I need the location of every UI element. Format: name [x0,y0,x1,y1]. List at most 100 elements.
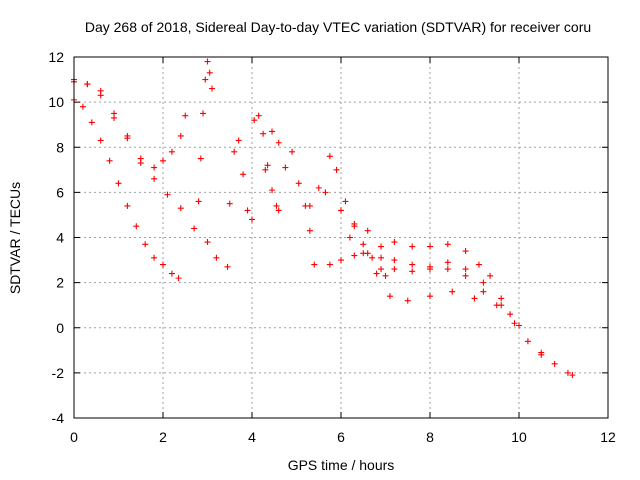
series-track-f [262,128,318,268]
x-tick-label: 6 [337,429,345,445]
data-point [351,252,358,259]
data-point [378,254,385,261]
data-point [88,119,95,126]
data-point [115,180,122,187]
data-point [191,225,198,232]
data-point [251,117,258,124]
data-point [516,322,522,329]
series-track-h [326,239,494,279]
plot-frame [73,56,609,419]
series-track-c [71,76,189,171]
data-point [235,137,242,144]
data-point [177,205,184,212]
data-point [322,189,329,196]
y-tick-label: 12 [48,49,64,65]
data-point [351,220,358,227]
data-point [409,243,416,250]
data-point [404,297,411,304]
data-point [333,166,340,173]
data-point [326,261,333,268]
data-point [177,132,184,139]
y-tick-label: 4 [56,230,64,246]
x-tick-label: 12 [600,429,616,445]
data-point [538,351,545,358]
data-point [444,259,451,266]
data-point [360,241,367,248]
y-tick-label: 10 [48,94,64,110]
data-point [204,239,211,246]
series-track-a [71,96,182,282]
data-point [480,288,487,295]
data-point [409,261,416,268]
data-point [306,227,313,234]
data-point [249,216,255,223]
data-point [202,76,209,83]
data-point [315,184,322,191]
data-point [444,241,451,248]
x-tick-label: 10 [511,429,527,445]
data-point [364,227,371,234]
data-point [200,110,207,117]
data-point [106,157,113,164]
y-tick-labels: -4 -2 0 2 4 6 8 10 12 [48,49,64,426]
data-point [255,112,262,119]
data-point [493,302,500,309]
data-point [369,254,376,261]
data-point [346,234,353,241]
data-point [507,311,514,318]
data-point [427,293,433,300]
data-point [264,162,271,169]
data-point [84,81,91,88]
data-point [511,320,518,327]
data-point [208,85,215,92]
data-point [197,155,204,162]
data-point [175,275,182,282]
series-track-d [195,58,215,205]
series-track-g [306,153,389,279]
data-point [311,261,318,268]
data-point [160,261,166,268]
data-point [569,372,576,379]
data-point [168,148,175,155]
data-point [168,270,175,277]
data-point [462,266,469,273]
data-point [204,58,211,65]
data-point [409,268,416,275]
data-point [487,272,494,279]
data-point [391,257,398,264]
chart-title: Day 268 of 2018, Sidereal Day-to-day VTE… [85,19,591,35]
data-point [360,250,367,257]
data-point [262,166,269,173]
data-point [386,293,393,300]
data-point [326,153,333,160]
data-point [226,200,233,207]
data-point [338,207,344,214]
data-point [231,148,238,155]
series-track-j [346,234,576,379]
x-tick-label: 8 [426,429,434,445]
y-tick-label: -4 [52,410,65,426]
series-track-i [338,207,514,318]
data-point [475,261,482,268]
data-point [373,270,380,277]
data-point [275,139,282,146]
data-points [71,58,576,379]
data-point [182,112,189,119]
data-point [111,110,118,117]
data-point [224,263,231,270]
data-point [124,202,131,209]
data-point [195,198,202,205]
data-point [97,87,104,94]
data-point [97,137,104,144]
data-point [427,266,433,273]
data-point [213,254,220,261]
data-point [427,243,433,250]
y-tick-label: 2 [56,275,64,291]
data-point [151,164,158,171]
data-point [206,69,213,76]
y-axis-label: SDTVAR / TECUs [7,182,23,294]
y-tick-label: 8 [56,139,64,155]
data-point [382,272,389,279]
data-point [269,187,276,194]
series-track-b [71,78,231,270]
